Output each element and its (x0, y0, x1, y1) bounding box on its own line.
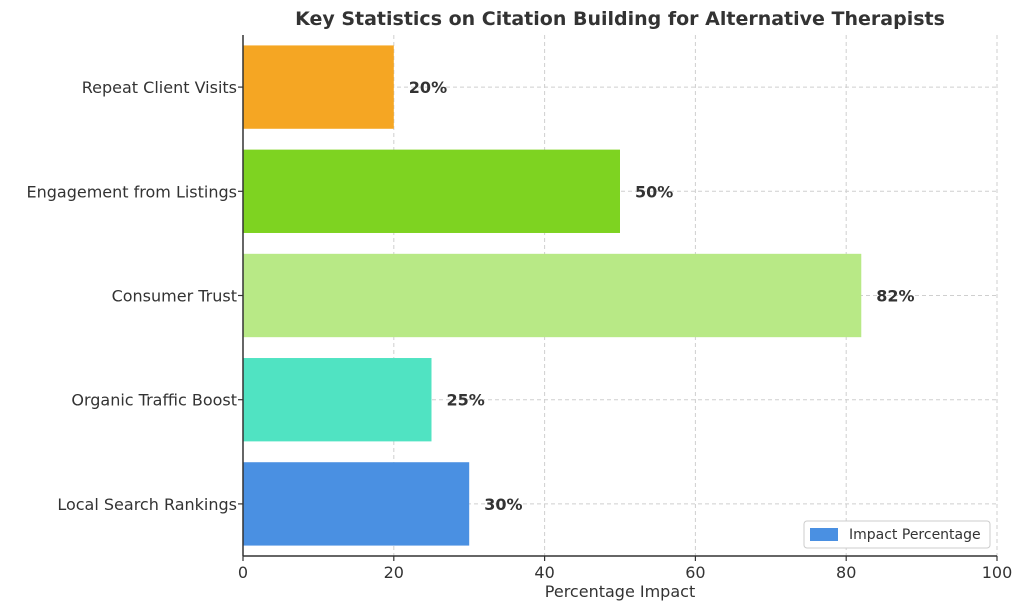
data-label: 25% (447, 391, 485, 410)
x-tick-label: 100 (982, 563, 1013, 582)
category-label: Organic Traffic Boost (71, 391, 237, 410)
legend-label: Impact Percentage (849, 527, 981, 543)
category-label: Repeat Client Visits (82, 78, 237, 97)
category-label: Engagement from Listings (26, 182, 237, 201)
data-label: 30% (484, 495, 522, 514)
x-tick-label: 60 (685, 563, 705, 582)
x-tick-label: 40 (534, 563, 554, 582)
bar (243, 45, 394, 129)
legend: Impact Percentage (803, 520, 991, 549)
bars (243, 45, 862, 546)
data-label: 20% (409, 78, 447, 97)
labels: Local Search Rankings 30% Organic Traffic … (26, 78, 914, 514)
data-label: 82% (876, 287, 914, 306)
bar (243, 358, 432, 442)
chart-title: Key Statistics on Citation Building for … (295, 8, 945, 30)
x-tick-label: 80 (836, 563, 856, 582)
x-tick-label: 20 (384, 563, 404, 582)
category-label: Local Search Rankings (57, 495, 237, 514)
axes: 0 20 40 60 80 100 (238, 35, 1012, 582)
legend-frame (803, 520, 991, 549)
bar (243, 253, 862, 338)
category-label: Consumer Trust (112, 287, 237, 306)
x-tick-label: 0 (238, 563, 248, 582)
bar (243, 149, 620, 233)
bar (243, 462, 470, 546)
x-axis-label: Percentage Impact (545, 582, 695, 601)
legend-swatch (810, 528, 838, 541)
data-label: 50% (635, 182, 673, 201)
